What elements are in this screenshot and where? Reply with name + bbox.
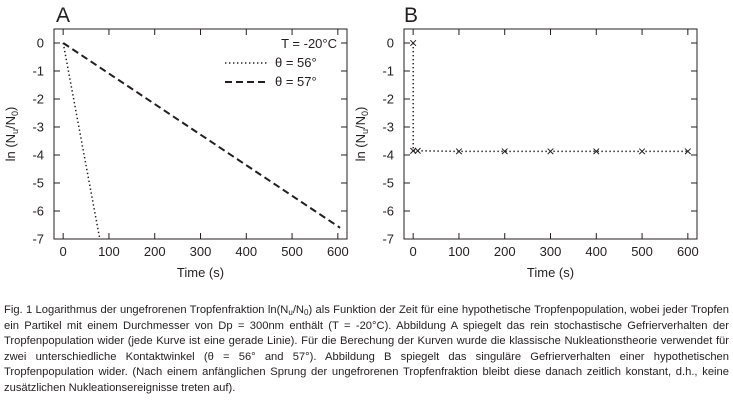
x-tick-label: 600 <box>327 244 349 259</box>
x-tick-label: 200 <box>144 244 166 259</box>
caption-sub-u: u <box>288 308 293 317</box>
y-tick-label: -5 <box>32 176 44 191</box>
y-axis-label-part: ln (N <box>3 134 18 161</box>
y-tick-label: -1 <box>32 64 44 79</box>
y-tick-label: -6 <box>382 204 394 219</box>
y-tick-label: -2 <box>382 92 394 107</box>
data-point-marker <box>638 148 646 155</box>
y-tick-label: 0 <box>37 36 44 51</box>
y-tick-label: -5 <box>382 176 394 191</box>
plot-frame <box>403 28 698 240</box>
y-axis-label-part: ) <box>353 107 368 111</box>
legend-entry: θ = 57° <box>275 74 317 89</box>
y-tick-label: 0 <box>387 36 394 51</box>
panel-b-chart: 0 100 200 300 400 500 600 0 -1 -2 -3 -4 -5 -6 -7 Time (… <box>353 28 699 280</box>
y-tick-label: -6 <box>32 204 44 219</box>
panel-a-chart: 0 100 200 300 400 500 600 0 -1 -2 -3 -4 -5 -6 -7 Time (… <box>3 28 349 280</box>
data-point-marker <box>501 148 508 155</box>
y-tick-label: -3 <box>382 120 394 135</box>
figure: A B 0 100 200 300 400 500 600 0 -1 -2 -3 -4 -5 -6 -7 Ti… <box>3 4 699 280</box>
y-axis-label-sub: 0 <box>360 111 370 116</box>
legend-entry: θ = 56° <box>275 55 317 70</box>
x-tick-label: 100 <box>98 244 120 259</box>
figure-caption: Fig. 1 Logarithmus der ungefrorenen Trop… <box>4 303 729 396</box>
data-point-marker <box>414 147 421 154</box>
y-axis-label-sub: u <box>10 129 20 134</box>
y-axis-label-sub: 0 <box>10 111 20 116</box>
data-point-marker <box>410 39 417 47</box>
x-tick-label: 0 <box>410 244 417 259</box>
y-tick-label: -1 <box>382 64 394 79</box>
y-tick-label: -4 <box>32 148 44 163</box>
caption-sub-0: 0 <box>304 308 309 317</box>
x-tick-label: 500 <box>281 244 303 259</box>
x-axis-label: Time (s) <box>177 265 224 280</box>
y-axis-label: ln (Nu/N0) <box>353 107 370 162</box>
x-tick-label: 600 <box>677 244 699 259</box>
series-line-1 <box>412 43 688 153</box>
x-tick-label: 100 <box>448 244 470 259</box>
data-point-marker <box>593 148 600 155</box>
data-point-marker <box>547 148 554 155</box>
x-tick-label: 300 <box>190 244 212 259</box>
x-axis-label: Time (s) <box>527 265 574 280</box>
series-line-1 <box>62 42 101 240</box>
data-point-marker <box>684 148 691 155</box>
y-axis-label-part: ) <box>3 107 18 111</box>
y-axis-label-sub: u <box>360 129 370 134</box>
x-tick-label: 200 <box>494 244 516 259</box>
caption-text-1: Fig. 1 Logarithmus der ungefrorenen Trop… <box>4 304 289 316</box>
caption-text-2: /N <box>292 304 305 316</box>
data-point-marker <box>455 148 463 155</box>
x-tick-label: 400 <box>235 244 257 259</box>
y-axis-label-part: ln (N <box>353 134 368 161</box>
y-tick-label: -7 <box>382 232 394 247</box>
y-tick-label: -3 <box>32 120 44 135</box>
x-tick-label: 300 <box>540 244 562 259</box>
panel-a-letter: A <box>56 4 70 27</box>
x-tick-label: 0 <box>60 244 67 259</box>
y-axis-label-part: /N <box>3 116 18 129</box>
series-line-2 <box>62 42 341 229</box>
legend-title: T = -20°C <box>281 36 337 51</box>
y-axis-label: ln (Nu/N0) <box>3 107 20 162</box>
x-tick-label: 400 <box>585 244 607 259</box>
panel-b-letter: B <box>404 4 418 27</box>
y-tick-label: -7 <box>32 232 44 247</box>
data-point-marker <box>410 147 417 154</box>
y-tick-label: -2 <box>32 92 44 107</box>
y-tick-label: -4 <box>382 148 394 163</box>
caption-text-3: ) als Funktion der Zeit für eine hypothe… <box>4 304 729 394</box>
y-axis-label-part: /N <box>353 116 368 129</box>
x-tick-label: 500 <box>631 244 653 259</box>
